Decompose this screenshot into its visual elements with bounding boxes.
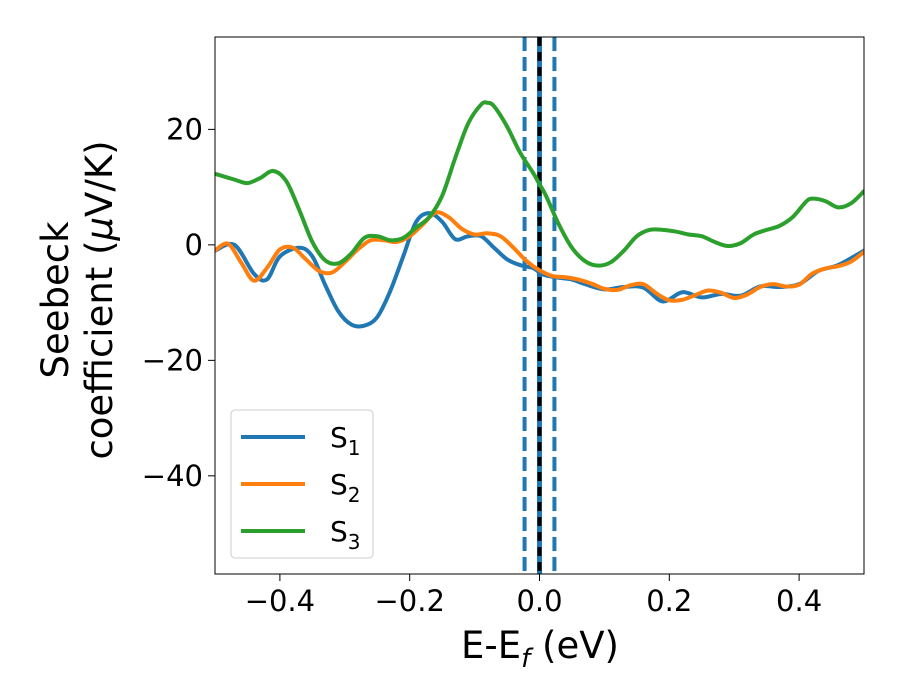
y-axis: −40 −20 0 20 bbox=[142, 112, 215, 493]
x-axis-title: E-Ef (eV) bbox=[461, 624, 619, 674]
x-tick-label: −0.2 bbox=[374, 584, 444, 618]
y-axis-title-line1: Seebeck bbox=[34, 221, 77, 379]
legend: S1 S2 S3 bbox=[230, 409, 374, 559]
legend-label-s3: S3 bbox=[330, 515, 361, 554]
y-tick-label: 20 bbox=[166, 112, 203, 146]
y-tick-label: −40 bbox=[142, 459, 203, 493]
y-axis-title: Seebeck coefficient (μV/K) bbox=[34, 140, 121, 459]
y-tick-label: −20 bbox=[142, 343, 203, 377]
reference-lines bbox=[522, 37, 557, 574]
series-layer bbox=[215, 100, 864, 329]
legend-label-s1: S1 bbox=[330, 421, 361, 460]
x-tick-label: 0.4 bbox=[776, 584, 822, 618]
x-tick-label: 0.2 bbox=[646, 584, 692, 618]
y-tick-label: 0 bbox=[185, 228, 203, 262]
y-axis-title-line2: coefficient (μV/K) bbox=[78, 140, 121, 459]
legend-label-s2: S2 bbox=[330, 468, 361, 507]
series-line-s2 bbox=[215, 210, 864, 303]
x-tick-label: −0.4 bbox=[245, 584, 315, 618]
x-tick-label: 0.0 bbox=[516, 584, 562, 618]
series-line-s3 bbox=[215, 100, 864, 268]
x-axis: −0.4 −0.2 0.0 0.2 0.4 bbox=[245, 574, 822, 618]
